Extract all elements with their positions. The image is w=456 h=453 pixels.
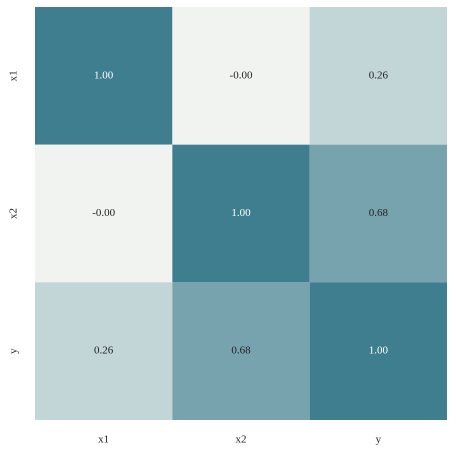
cell-label: 0.68	[231, 345, 251, 357]
cell-label: 0.26	[369, 69, 389, 81]
x-tick-label: x2	[236, 434, 247, 446]
cell-label: -0.00	[92, 207, 115, 219]
x-tick-label: y	[376, 434, 382, 446]
y-tick-label: y	[8, 348, 20, 354]
heatmap-cell	[309, 7, 447, 145]
heatmap-cell	[172, 282, 310, 420]
cell-label: 1.00	[231, 207, 251, 219]
y-tick-label: x1	[8, 70, 20, 81]
x-tick-label: x1	[98, 434, 109, 446]
heatmap-cell	[309, 282, 447, 420]
heatmap-cell	[35, 7, 173, 145]
cell-label: 0.26	[94, 345, 114, 357]
y-tick-label: x2	[8, 208, 20, 219]
heatmap-cell	[172, 144, 310, 283]
heatmap-cell	[172, 7, 310, 145]
cell-label: 0.68	[369, 207, 389, 219]
heatmap-cell	[35, 282, 173, 420]
cell-label: 1.00	[94, 69, 114, 81]
heatmap-cell	[309, 144, 447, 283]
cell-label: -0.00	[230, 69, 253, 81]
heatmap-cell	[35, 144, 173, 283]
cell-label: 1.00	[369, 345, 389, 357]
